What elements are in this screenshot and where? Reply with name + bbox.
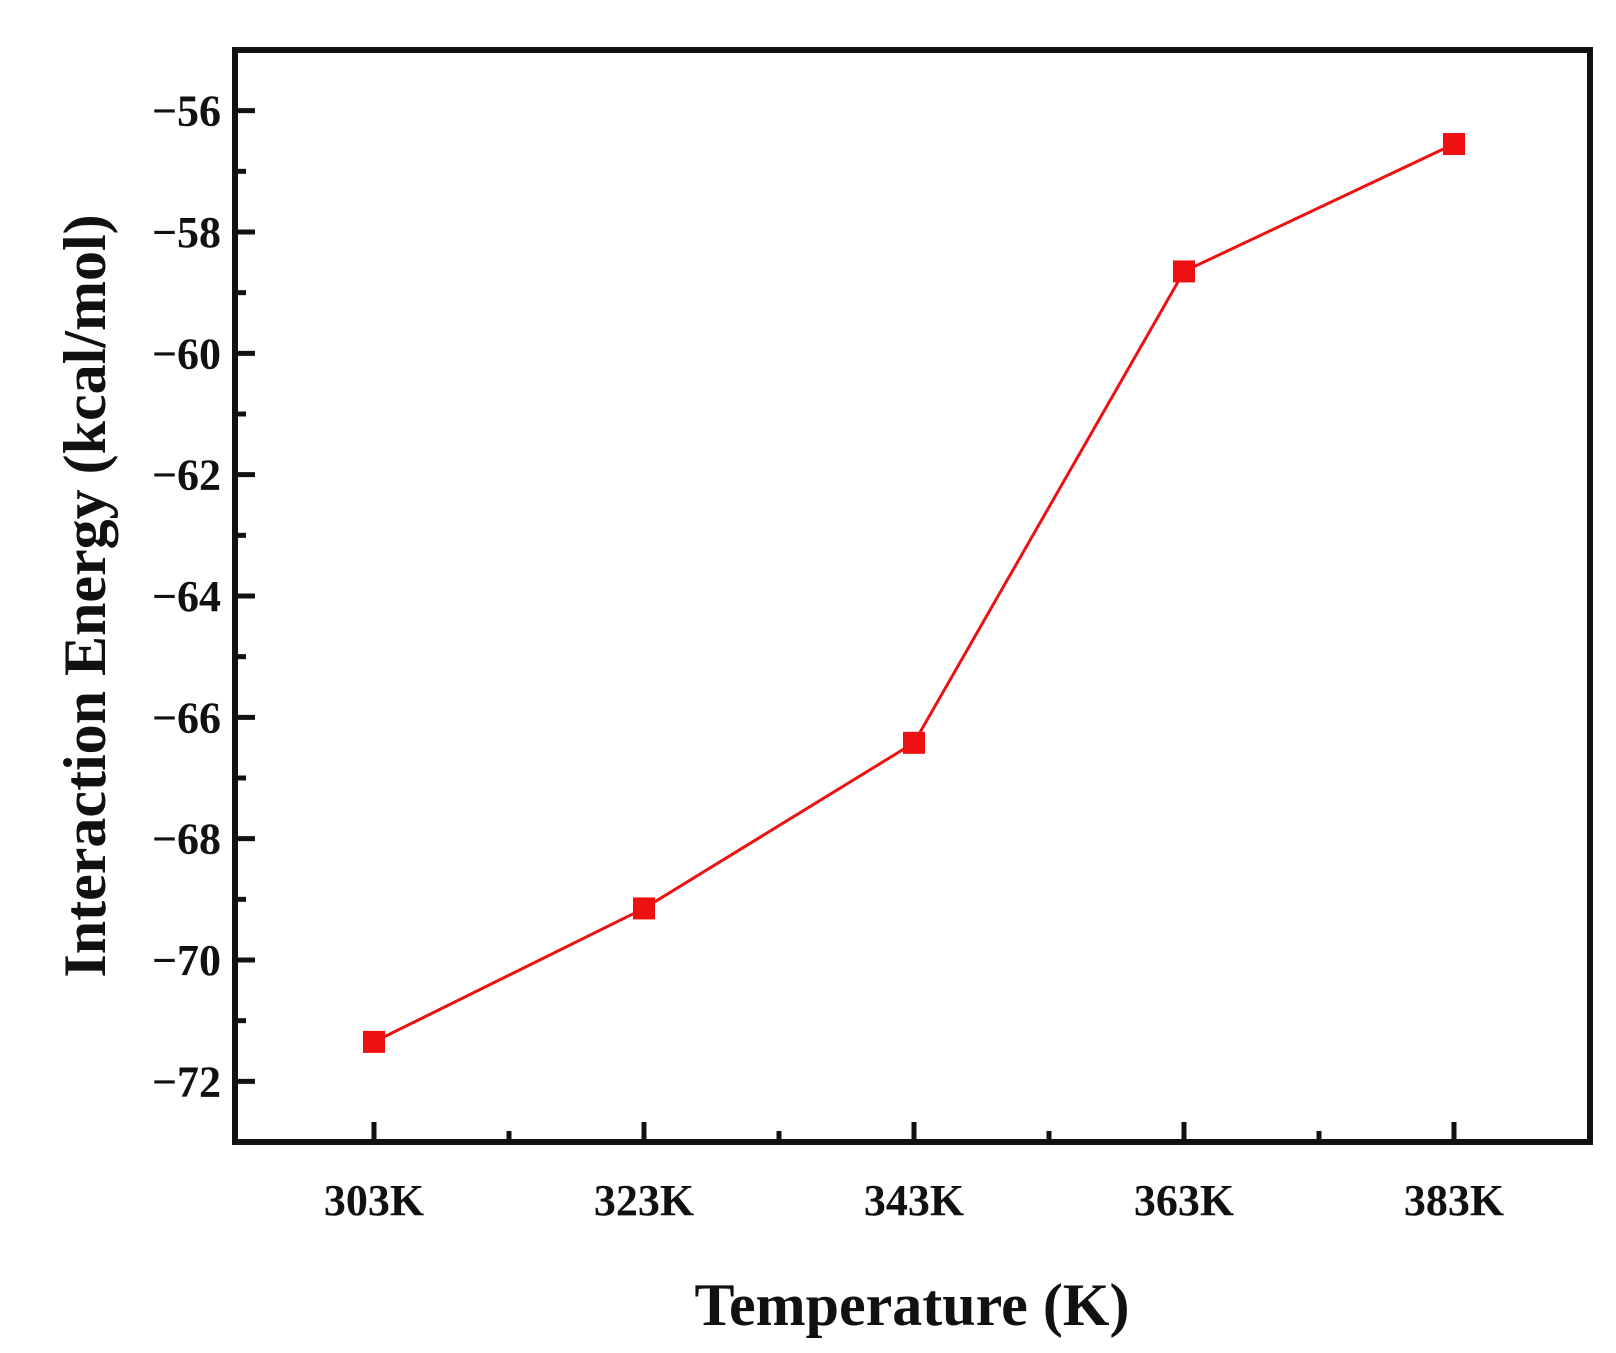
x-tick-label: 383K: [1404, 1176, 1504, 1225]
series-line: [373, 142, 1455, 1044]
x-tick-label: 363K: [1134, 1176, 1234, 1225]
x-axis-title: Temperature (K): [695, 1272, 1130, 1338]
x-tick-label: 343K: [864, 1176, 964, 1225]
series-layer: [363, 133, 1465, 1053]
y-tick-label: −70: [152, 936, 221, 985]
data-point-marker: [903, 731, 925, 754]
x-tick-label: 323K: [594, 1176, 694, 1225]
y-tick-label: −68: [152, 815, 221, 864]
x-tick-label: 303K: [324, 1176, 424, 1225]
plot-frame: [232, 47, 1593, 1145]
data-point-marker: [1173, 260, 1195, 283]
y-tick-label: −58: [152, 208, 221, 257]
x-axis: 303K 323K 343K 363K 383K: [324, 1122, 1504, 1225]
y-tick-label: −60: [152, 329, 221, 378]
data-point-marker: [633, 897, 655, 920]
y-tick-label: −64: [152, 572, 221, 621]
y-tick-label: −56: [152, 87, 221, 136]
y-axis: −72 −70 −68 −66 −64 −62 −60 −58 −56: [152, 47, 255, 1145]
y-tick-label: −66: [152, 693, 221, 742]
data-point-marker: [1443, 133, 1465, 156]
y-axis-title: Interaction Energy (kcal/mol): [52, 214, 118, 977]
y-tick-label: −62: [152, 451, 221, 500]
data-point-marker: [363, 1030, 385, 1053]
y-tick-label: −72: [152, 1057, 221, 1106]
